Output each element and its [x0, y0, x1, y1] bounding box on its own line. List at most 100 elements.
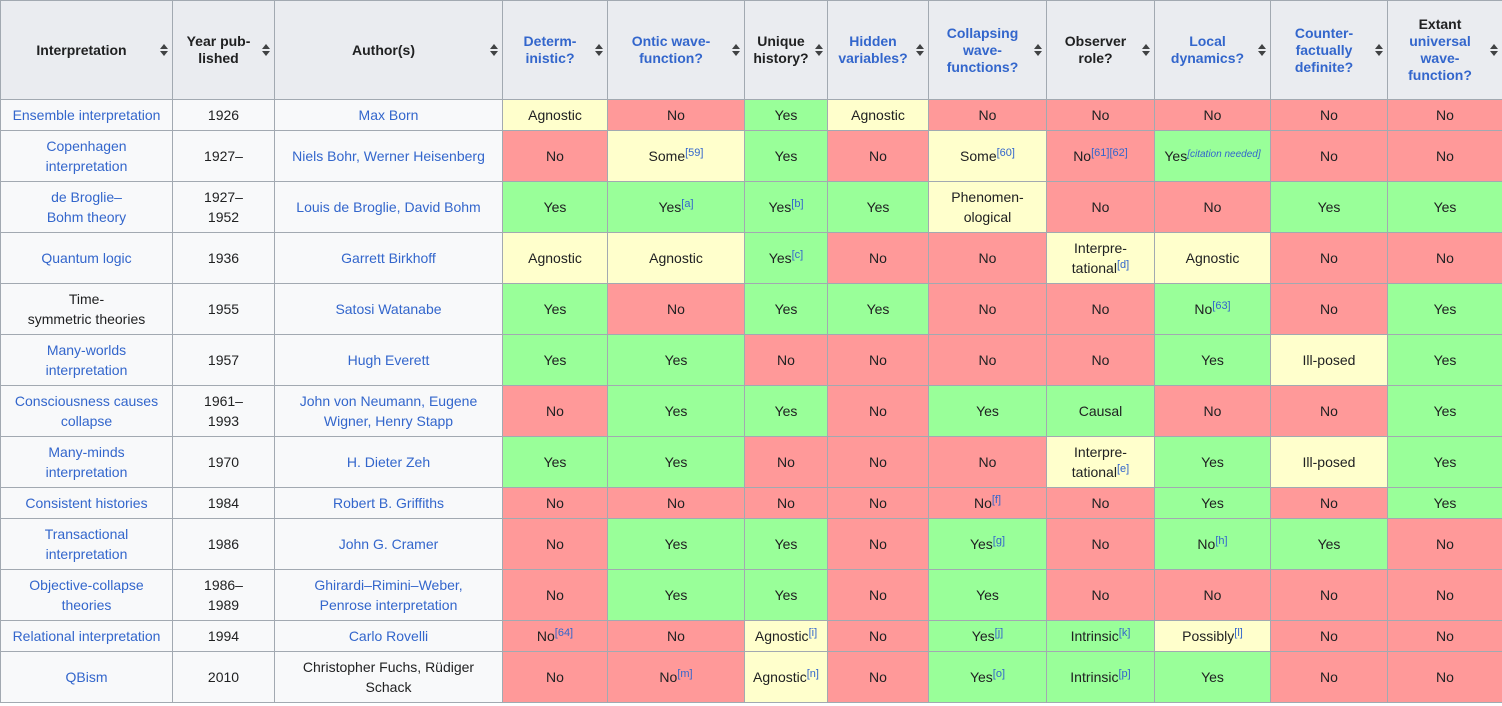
footnote-ref[interactable]: [g]	[992, 535, 1006, 548]
footnote-ref[interactable]: [d]	[1116, 259, 1130, 272]
column-header-interpretation[interactable]: Interpretation	[0, 0, 173, 100]
interpretation-link[interactable]: de Broglie– Bohm theory	[46, 189, 127, 225]
sort-icon[interactable]	[490, 44, 498, 56]
cell-value: No	[667, 495, 685, 511]
footnote-ref[interactable]: [c]	[791, 249, 804, 262]
column-header-deterministic[interactable]: Determ- inistic?	[502, 0, 608, 100]
footnote-ref[interactable]: [o]	[992, 668, 1006, 681]
sort-icon[interactable]	[160, 44, 168, 56]
column-header-year-published[interactable]: Year pub- lished	[172, 0, 275, 100]
footnote-ref[interactable]: [e]	[1116, 463, 1130, 476]
cell-value: No	[869, 628, 887, 644]
footnote-ref[interactable]: [f]	[991, 494, 1002, 507]
authors-link[interactable]: John G. Cramer	[338, 536, 439, 552]
interpretation-link[interactable]: Many-worlds interpretation	[45, 342, 128, 378]
cell-observer-role: No	[1046, 283, 1155, 335]
interpretation-link[interactable]: Consistent histories	[25, 495, 148, 511]
interpretation-link[interactable]: QBism	[65, 669, 108, 685]
interpretation-link[interactable]: Ensemble interpretation	[12, 107, 161, 123]
footnote-ref[interactable]: [i]	[808, 627, 818, 640]
sort-icon[interactable]	[1490, 44, 1498, 56]
footnote-ref[interactable]: [b]	[791, 198, 804, 211]
column-header-extant-universal-wave-function[interactable]: Extant universal wave- function?	[1387, 0, 1502, 100]
interpretation-link[interactable]: Transactional interpretation	[44, 526, 129, 562]
footnote-ref[interactable]: [a]	[681, 198, 694, 211]
cell-observer-role: No	[1046, 487, 1155, 519]
sort-icon[interactable]	[1375, 44, 1383, 56]
header-link[interactable]: Hidden variables?	[838, 33, 908, 66]
year-published-cell: 1936	[172, 232, 275, 284]
interpretation-link[interactable]: Many-minds interpretation	[45, 444, 128, 480]
cell-deterministic: No	[502, 130, 608, 182]
interpretation-link[interactable]: Objective-collapse theories	[29, 577, 144, 613]
authors-link[interactable]: Carlo Rovelli	[348, 628, 429, 644]
sort-icon[interactable]	[815, 44, 823, 56]
footnote-ref[interactable]: [60]	[996, 147, 1015, 160]
interpretation-link[interactable]: Quantum logic	[41, 250, 132, 266]
column-header-observer-role[interactable]: Observer role?	[1046, 0, 1155, 100]
column-header-ontic-wave-function[interactable]: Ontic wave- function?	[607, 0, 745, 100]
column-header-authors[interactable]: Author(s)	[274, 0, 503, 100]
authors-link[interactable]: Satosi Watanabe	[335, 301, 442, 317]
footnote-ref[interactable]: [p]	[1118, 668, 1131, 681]
authors-link[interactable]: Max Born	[358, 107, 419, 123]
table-row: Copenhagen interpretation 1927– Niels Bohr…	[0, 130, 1502, 182]
column-header-counterfactually-definite[interactable]: Counter- factually definite?	[1270, 0, 1388, 100]
cell-value: No	[1436, 250, 1454, 266]
authors-link[interactable]: John von Neumann, Eugene Wigner, Henry S…	[299, 393, 478, 429]
authors-cell: Ghirardi–Rimini–Weber, Penrose interpret…	[274, 569, 503, 621]
header-link[interactable]: Collapsing wave- functions?	[946, 24, 1019, 75]
interpretation-link[interactable]: Relational interpretation	[12, 628, 161, 644]
footnote-ref[interactable]: [61][62]	[1091, 147, 1128, 160]
table-body: Ensemble interpretation 1926 Max Born Agnos…	[0, 99, 1502, 703]
header-link[interactable]: Determ- inistic?	[523, 33, 577, 66]
authors-link[interactable]: H. Dieter Zeh	[346, 454, 431, 470]
authors-link[interactable]: Louis de Broglie, David Bohm	[296, 199, 481, 215]
sort-icon[interactable]	[732, 44, 740, 56]
cell-value: No	[978, 250, 997, 266]
cell-local-dynamics: No[h]	[1154, 518, 1271, 570]
sort-icon[interactable]	[916, 44, 924, 56]
sort-icon[interactable]	[1142, 44, 1150, 56]
header-link[interactable]: Ontic wave- function?	[631, 33, 711, 66]
footnote-ref[interactable]: [59]	[685, 147, 704, 160]
table-row: Ensemble interpretation 1926 Max Born Agnos…	[0, 99, 1502, 131]
header-link[interactable]: Counter- factually definite?	[1294, 24, 1354, 75]
header-link[interactable]: universal wave- function?	[1408, 33, 1472, 83]
interpretation-label: Time- symmetric theories	[27, 291, 146, 327]
column-header-collapsing-wave-functions[interactable]: Collapsing wave- functions?	[928, 0, 1047, 100]
authors-link[interactable]: Robert B. Griffiths	[332, 495, 444, 511]
cell-value: No	[546, 403, 564, 419]
column-header-label: Counter- factually definite?	[1276, 25, 1372, 76]
footnote-ref[interactable]: [h]	[1215, 535, 1228, 548]
interpretation-link[interactable]: Consciousness causes collapse	[14, 393, 159, 429]
header-link[interactable]: Local dynamics?	[1170, 33, 1245, 66]
authors-link[interactable]: Garrett Birkhoff	[341, 250, 436, 266]
footnote-ref[interactable]: [k]	[1118, 627, 1131, 640]
footnote-ref[interactable]: [m]	[677, 668, 693, 681]
sort-icon[interactable]	[1258, 44, 1266, 56]
column-header-local-dynamics[interactable]: Local dynamics?	[1154, 0, 1271, 100]
sort-icon[interactable]	[1034, 44, 1042, 56]
authors-link[interactable]: Niels Bohr, Werner Heisenberg	[292, 148, 485, 164]
footnote-ref[interactable]: [j]	[994, 627, 1004, 640]
column-header-hidden-variables[interactable]: Hidden variables?	[827, 0, 929, 100]
column-header-label: Local dynamics?	[1160, 33, 1255, 67]
cell-value: Yes	[1317, 199, 1341, 215]
authors-link[interactable]: Hugh Everett	[347, 352, 430, 368]
sort-icon[interactable]	[595, 44, 603, 56]
table-row: Many-minds interpretation 1970 H. Dieter Z…	[0, 436, 1502, 488]
footnote-ref[interactable]: [64]	[554, 627, 574, 640]
sort-icon[interactable]	[262, 44, 270, 56]
footnote-ref[interactable]: [l]	[1234, 627, 1243, 640]
authors-link[interactable]: Ghirardi–Rimini–Weber, Penrose interpret…	[314, 577, 463, 613]
cell-collapsing-wave-functions: Yes[g]	[928, 518, 1047, 570]
cell-unique-history: Agnostic[i]	[744, 620, 828, 652]
footnote-ref[interactable]: [n]	[806, 668, 819, 681]
footnote-ref[interactable]: [citation needed]	[1187, 148, 1261, 160]
footnote-ref[interactable]: [63]	[1212, 300, 1231, 313]
authors-cell: John von Neumann, Eugene Wigner, Henry S…	[274, 385, 503, 437]
column-header-unique-history[interactable]: Unique history?	[744, 0, 828, 100]
interpretation-link[interactable]: Copenhagen interpretation	[45, 138, 128, 174]
interpretation-cell: Many-worlds interpretation	[0, 334, 173, 386]
